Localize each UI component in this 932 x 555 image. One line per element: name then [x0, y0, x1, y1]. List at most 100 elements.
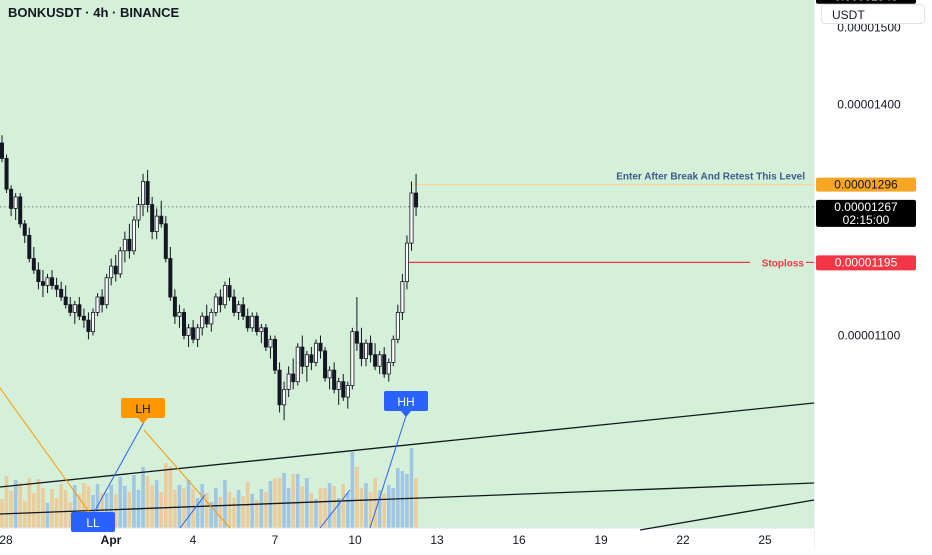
candle-body-up [377, 354, 382, 367]
candle[interactable] [200, 312, 205, 336]
candle[interactable] [282, 381, 287, 421]
candle[interactable] [4, 154, 9, 194]
candle[interactable] [400, 273, 405, 321]
candle[interactable] [414, 173, 419, 217]
candle[interactable] [368, 335, 373, 363]
candle[interactable] [409, 181, 414, 251]
candle[interactable] [154, 208, 159, 240]
candle[interactable] [341, 374, 346, 401]
candle[interactable] [245, 308, 250, 332]
candle[interactable] [309, 347, 314, 371]
candle[interactable] [72, 300, 77, 324]
candle[interactable] [359, 327, 364, 367]
volume-bar [291, 474, 295, 528]
candle[interactable] [68, 297, 73, 317]
candle[interactable] [272, 335, 277, 375]
candle[interactable] [150, 196, 155, 240]
candle[interactable] [232, 289, 237, 317]
candle[interactable] [268, 335, 273, 359]
candle[interactable] [363, 339, 368, 367]
candle[interactable] [373, 343, 378, 371]
candle[interactable] [50, 270, 55, 290]
candle[interactable] [254, 312, 259, 336]
candle[interactable] [127, 223, 132, 259]
candle[interactable] [332, 362, 337, 394]
candle[interactable] [354, 297, 359, 351]
candle[interactable] [172, 289, 177, 324]
candle[interactable] [336, 377, 341, 405]
candle[interactable] [382, 347, 387, 378]
candle[interactable] [291, 358, 296, 390]
candle[interactable] [45, 273, 50, 294]
candle[interactable] [304, 350, 309, 382]
candle[interactable] [277, 362, 282, 413]
candle[interactable] [0, 135, 4, 163]
candle[interactable] [145, 169, 150, 213]
candle[interactable] [250, 312, 255, 332]
candle[interactable] [286, 366, 291, 398]
candle[interactable] [113, 254, 118, 282]
candle[interactable] [9, 185, 14, 217]
candle[interactable] [227, 277, 232, 301]
candle[interactable] [404, 235, 409, 290]
candle[interactable] [263, 323, 268, 351]
candle[interactable] [191, 320, 196, 344]
candle[interactable] [204, 304, 209, 328]
candle[interactable] [386, 358, 391, 382]
candle[interactable] [168, 246, 173, 301]
candle[interactable] [350, 327, 355, 390]
candle[interactable] [259, 323, 264, 344]
candle[interactable] [163, 216, 168, 263]
candle[interactable] [86, 312, 91, 340]
candle[interactable] [31, 246, 36, 274]
candle[interactable] [136, 196, 141, 228]
candles[interactable] [0, 135, 419, 421]
candle[interactable] [177, 304, 182, 328]
candle[interactable] [63, 285, 68, 309]
candle[interactable] [40, 270, 45, 297]
candle[interactable] [181, 308, 186, 340]
candle[interactable] [391, 335, 396, 367]
candle[interactable] [100, 289, 105, 313]
volume-bar [32, 493, 36, 528]
candle[interactable] [186, 323, 191, 348]
candle[interactable] [122, 231, 127, 263]
candle[interactable] [118, 246, 123, 278]
candle[interactable] [77, 297, 82, 321]
candle[interactable] [218, 289, 223, 313]
candle[interactable] [95, 293, 100, 317]
candle[interactable] [131, 216, 136, 255]
candle[interactable] [159, 200, 164, 228]
candle[interactable] [241, 297, 246, 321]
candle[interactable] [36, 262, 41, 290]
candle[interactable] [318, 335, 323, 359]
candle[interactable] [18, 193, 23, 228]
candle[interactable] [195, 323, 200, 348]
candle[interactable] [236, 300, 241, 321]
candle[interactable] [22, 220, 27, 244]
candle[interactable] [141, 173, 146, 217]
candle[interactable] [395, 304, 400, 344]
candle[interactable] [213, 293, 218, 317]
candle[interactable] [209, 308, 214, 332]
candle[interactable] [27, 227, 32, 263]
candle[interactable] [295, 343, 300, 386]
candle[interactable] [313, 339, 318, 367]
candle[interactable] [323, 347, 328, 382]
candle-body-down [159, 215, 164, 225]
candle[interactable] [54, 277, 59, 297]
candle[interactable] [81, 308, 86, 328]
candle[interactable] [109, 258, 114, 286]
candle[interactable] [377, 350, 382, 374]
candle[interactable] [300, 335, 305, 375]
candle[interactable] [13, 193, 18, 220]
candle[interactable] [222, 281, 227, 309]
candle[interactable] [327, 366, 332, 390]
candle[interactable] [59, 281, 64, 301]
candle[interactable] [345, 381, 350, 409]
candle[interactable] [104, 273, 109, 309]
currency-selector[interactable]: USDT [821, 4, 925, 24]
candle[interactable] [91, 308, 96, 336]
